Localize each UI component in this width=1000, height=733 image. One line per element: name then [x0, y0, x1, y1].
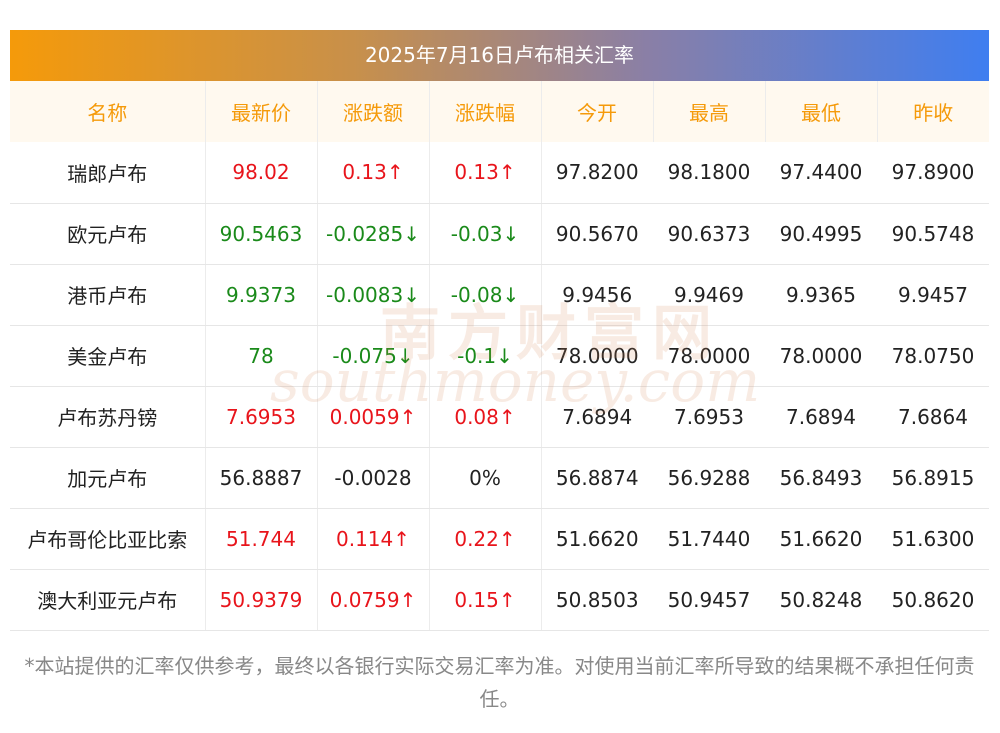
cell-change: -0.0285↓ — [317, 203, 430, 265]
table-title: 2025年7月16日卢布相关汇率 — [10, 30, 989, 81]
cell-prev: 7.6864 — [877, 386, 989, 448]
cell-name: 瑞郎卢布 — [10, 142, 206, 204]
cell-pct: 0.22↑ — [429, 508, 542, 570]
cell-open: 97.8200 — [541, 142, 653, 204]
cell-high: 78.0000 — [653, 325, 765, 387]
cell-change: -0.075↓ — [317, 325, 430, 387]
cell-high: 98.1800 — [653, 142, 765, 204]
column-header-latest: 最新价 — [205, 81, 318, 142]
column-header-high: 最高 — [653, 81, 766, 142]
cell-latest: 7.6953 — [205, 386, 318, 448]
cell-prev: 56.8915 — [877, 447, 989, 509]
cell-low: 78.0000 — [765, 325, 877, 387]
cell-name: 卢布哥伦比亚比索 — [10, 508, 206, 570]
rate-table: 名称 最新价 涨跌额 涨跌幅 今开 最高 最低 昨收 瑞郎卢布 98.02 0.13… — [10, 81, 989, 631]
cell-open: 56.8874 — [541, 447, 653, 509]
cell-open: 9.9456 — [541, 264, 653, 326]
column-header-change: 涨跌额 — [317, 81, 430, 142]
cell-pct: 0% — [429, 447, 542, 509]
cell-name: 澳大利亚元卢布 — [10, 569, 206, 631]
table-row: 欧元卢布 90.5463 -0.0285↓ -0.03↓ 90.5670 90.6373 9… — [10, 203, 989, 265]
cell-latest: 50.9379 — [205, 569, 318, 631]
cell-prev: 90.5748 — [877, 203, 989, 265]
cell-change: -0.0028 — [317, 447, 430, 509]
cell-high: 9.9469 — [653, 264, 765, 326]
cell-high: 7.6953 — [653, 386, 765, 448]
cell-low: 50.8248 — [765, 569, 877, 631]
cell-open: 50.8503 — [541, 569, 653, 631]
cell-high: 51.7440 — [653, 508, 765, 570]
cell-pct: 0.13↑ — [429, 142, 542, 204]
cell-name: 卢布苏丹镑 — [10, 386, 206, 448]
cell-change: -0.0083↓ — [317, 264, 430, 326]
cell-pct: 0.15↑ — [429, 569, 542, 631]
table-row: 卢布哥伦比亚比索 51.744 0.114↑ 0.22↑ 51.6620 51.7440 5… — [10, 508, 989, 570]
cell-latest: 51.744 — [205, 508, 318, 570]
cell-prev: 50.8620 — [877, 569, 989, 631]
table-row: 美金卢布 78 -0.075↓ -0.1↓ 78.0000 78.0000 78.0000 7… — [10, 325, 989, 387]
cell-high: 90.6373 — [653, 203, 765, 265]
cell-change: 0.13↑ — [317, 142, 430, 204]
table-row: 卢布苏丹镑 7.6953 0.0059↑ 0.08↑ 7.6894 7.6953 7.689… — [10, 386, 989, 448]
cell-latest: 98.02 — [205, 142, 318, 204]
cell-open: 51.6620 — [541, 508, 653, 570]
table-body: 瑞郎卢布 98.02 0.13↑ 0.13↑ 97.8200 98.1800 97.4400… — [10, 142, 989, 631]
cell-change: 0.0759↑ — [317, 569, 430, 631]
column-header-open: 今开 — [541, 81, 654, 142]
cell-latest: 78 — [205, 325, 318, 387]
cell-open: 90.5670 — [541, 203, 653, 265]
cell-low: 7.6894 — [765, 386, 877, 448]
column-header-low: 最低 — [765, 81, 878, 142]
cell-latest: 90.5463 — [205, 203, 318, 265]
cell-pct: 0.08↑ — [429, 386, 542, 448]
cell-prev: 97.8900 — [877, 142, 989, 204]
column-header-prev: 昨收 — [913, 101, 954, 125]
cell-low: 90.4995 — [765, 203, 877, 265]
cell-prev: 9.9457 — [877, 264, 989, 326]
cell-high: 50.9457 — [653, 569, 765, 631]
cell-low: 51.6620 — [765, 508, 877, 570]
cell-name: 美金卢布 — [10, 325, 206, 387]
cell-name: 加元卢布 — [10, 447, 206, 509]
cell-latest: 56.8887 — [205, 447, 318, 509]
table-row: 澳大利亚元卢布 50.9379 0.0759↑ 0.15↑ 50.8503 50.9457… — [10, 569, 989, 631]
cell-low: 97.4400 — [765, 142, 877, 204]
table-row: 港币卢布 9.9373 -0.0083↓ -0.08↓ 9.9456 9.9469 9.93… — [10, 264, 989, 326]
cell-change: 0.0059↑ — [317, 386, 430, 448]
cell-open: 78.0000 — [541, 325, 653, 387]
column-header-pct: 涨跌幅 — [429, 81, 542, 142]
cell-change: 0.114↑ — [317, 508, 430, 570]
rate-table-card: 2025年7月16日卢布相关汇率 名称 最新价 涨跌额 涨跌幅 今开 最高 最低… — [10, 30, 989, 631]
table-row: 加元卢布 56.8887 -0.0028 0% 56.8874 56.9288 56.849… — [10, 447, 989, 509]
cell-latest: 9.9373 — [205, 264, 318, 326]
cell-pct: -0.1↓ — [429, 325, 542, 387]
cell-name: 港币卢布 — [10, 264, 206, 326]
cell-high: 56.9288 — [653, 447, 765, 509]
cell-low: 56.8493 — [765, 447, 877, 509]
table-row: 瑞郎卢布 98.02 0.13↑ 0.13↑ 97.8200 98.1800 97.4400… — [10, 142, 989, 204]
disclaimer-text: *本站提供的汇率仅供参考，最终以各银行实际交易汇率为准。对使用当前汇率所导致的结… — [24, 654, 975, 711]
cell-prev: 78.0750 — [877, 325, 989, 387]
cell-prev: 51.6300 — [877, 508, 989, 570]
cell-pct: -0.03↓ — [429, 203, 542, 265]
table-header-row: 名称 最新价 涨跌额 涨跌幅 今开 最高 最低 昨收 — [10, 81, 989, 142]
cell-pct: -0.08↓ — [429, 264, 542, 326]
cell-open: 7.6894 — [541, 386, 653, 448]
column-header-name: 名称 — [10, 81, 206, 142]
cell-name: 欧元卢布 — [10, 203, 206, 265]
cell-low: 9.9365 — [765, 264, 877, 326]
